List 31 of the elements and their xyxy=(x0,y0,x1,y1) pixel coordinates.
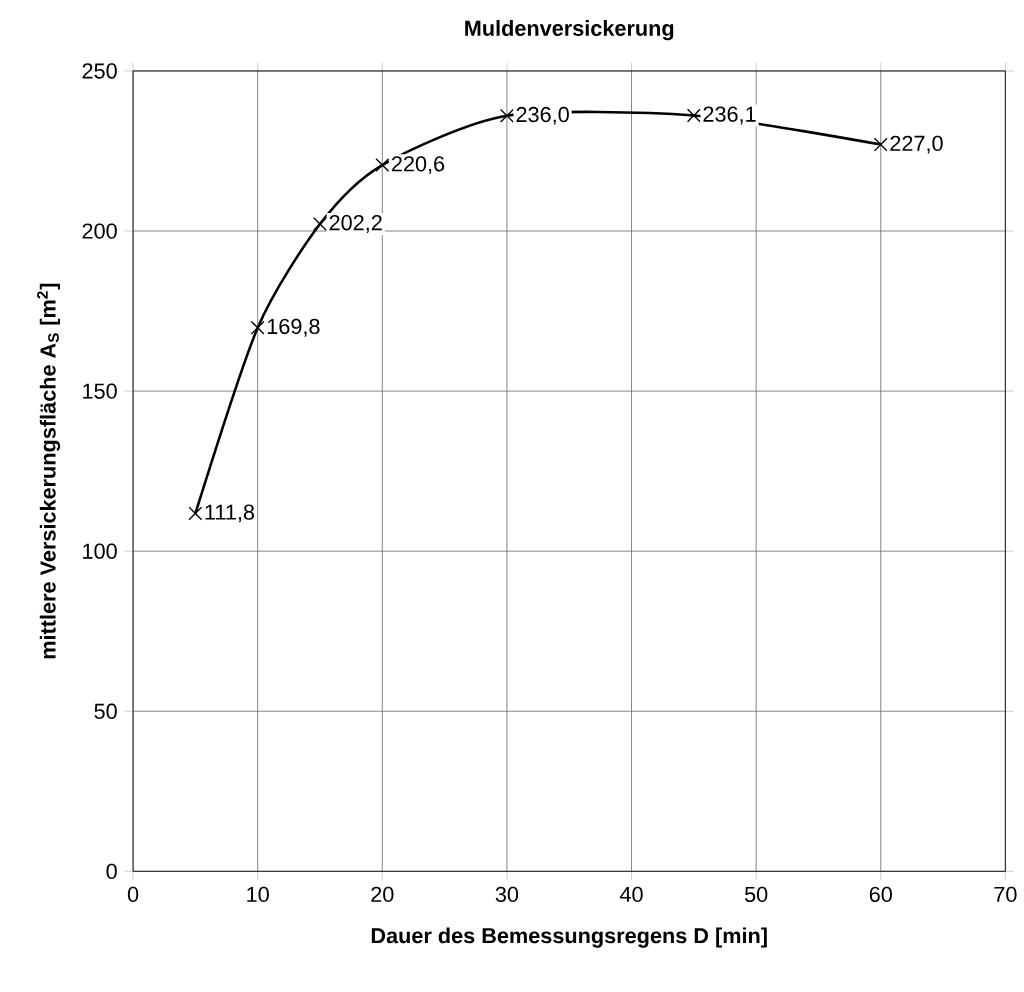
y-tick-label: 100 xyxy=(83,543,117,560)
data-label: 202,2 xyxy=(329,215,382,234)
x-tick-label: 50 xyxy=(744,886,768,903)
x-axis-title: Dauer des Bemessungsregens D [min] xyxy=(371,927,767,948)
point xyxy=(313,217,327,232)
data-label: 220,6 xyxy=(391,156,445,175)
y-tick-label: 50 xyxy=(94,703,117,720)
x-tick-label: 60 xyxy=(869,886,892,903)
y-tick-label: 0 xyxy=(106,863,117,880)
x-tick-label: 30 xyxy=(495,886,519,903)
y-tick-label: 150 xyxy=(83,383,117,399)
data-label: 111,8 xyxy=(205,504,255,523)
x-tick-label: 70 xyxy=(994,886,1017,903)
chart-title: Muldenversickerung xyxy=(465,20,674,41)
point xyxy=(188,506,203,521)
data-label: 169,8 xyxy=(267,319,320,337)
data-label: 236,1 xyxy=(703,106,756,125)
data-label: 236,0 xyxy=(516,107,569,125)
point xyxy=(250,320,265,335)
data-label: 227,0 xyxy=(890,135,943,154)
point xyxy=(686,108,701,123)
y-tick-label: 250 xyxy=(82,63,117,79)
x-tick-label: 0 xyxy=(127,886,139,903)
point xyxy=(375,158,390,173)
point xyxy=(873,137,888,152)
x-tick-label: 10 xyxy=(247,886,269,903)
x-tick-label: 20 xyxy=(371,886,394,903)
point xyxy=(499,109,514,123)
y-axis-title: mittlere Versickerungsfläche A$_{S}$ [m$^{2}$] xyxy=(37,283,61,659)
x-tick-label: 40 xyxy=(619,886,643,903)
y-tick-label: 200 xyxy=(82,223,117,239)
